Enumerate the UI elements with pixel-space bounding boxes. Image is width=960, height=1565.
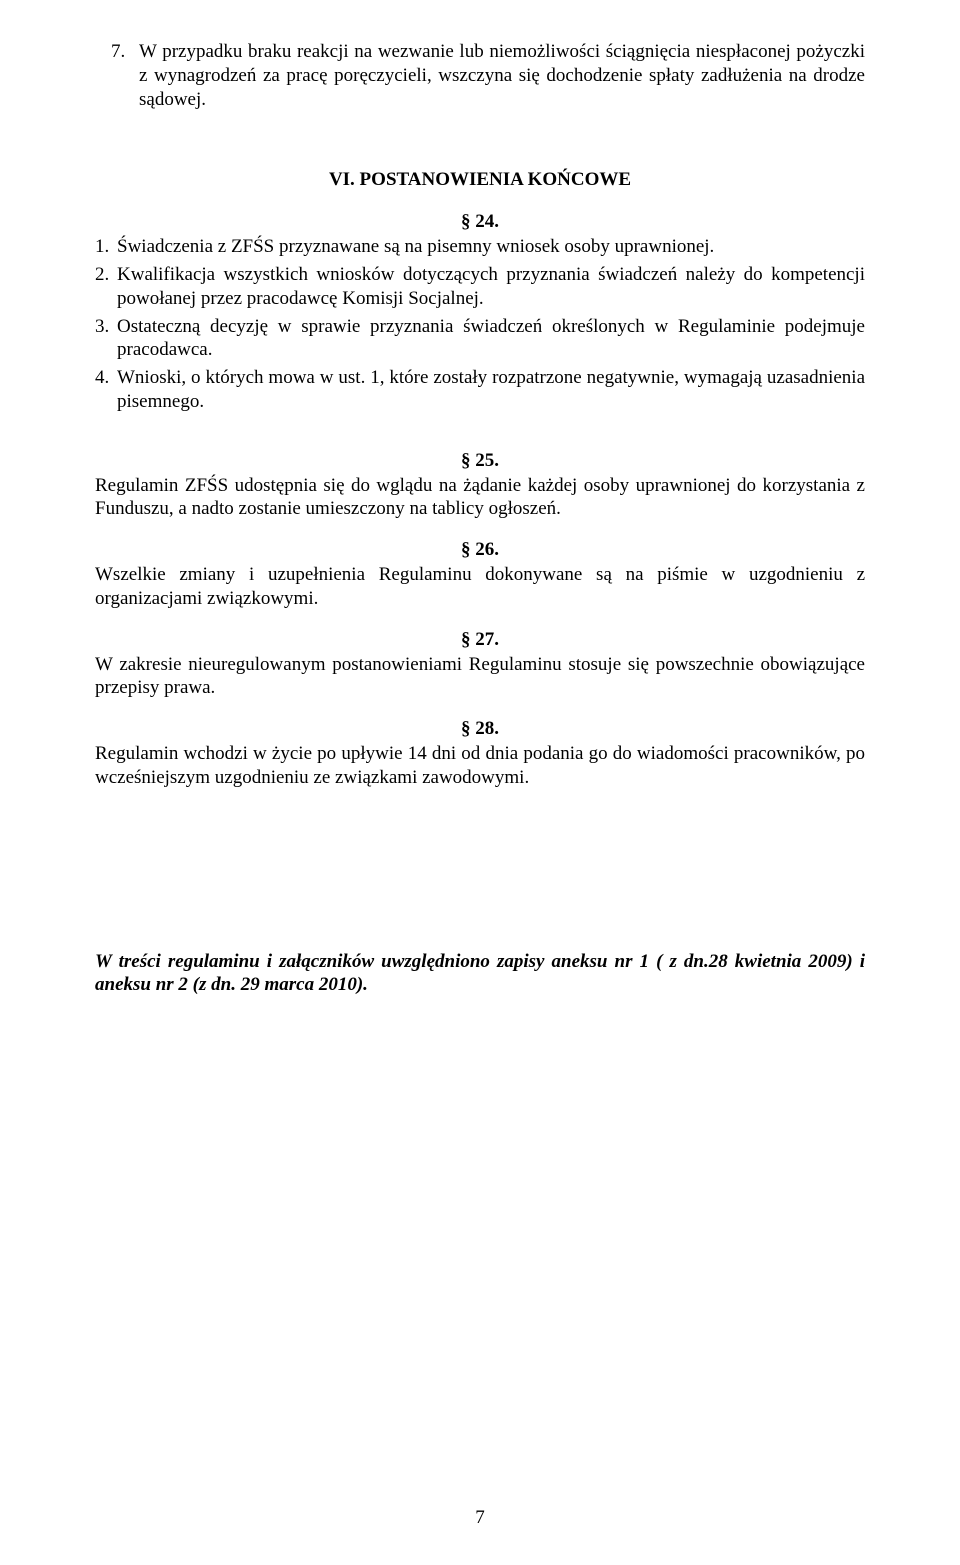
paragraph-25-text: Regulamin ZFŚS udostępnia się do wglądu … [95,474,865,522]
item-text: Ostateczną decyzję w sprawie przyznania … [117,315,865,363]
paragraph-28-text: Regulamin wchodzi w życie po upływie 14 … [95,742,865,790]
p24-item-4: 4. Wnioski, o których mowa w ust. 1, któ… [95,366,865,414]
paragraph-26-number: § 26. [95,539,865,561]
paragraph-25-number: § 25. [95,450,865,472]
annex-note: W treści regulaminu i załączników uwzglę… [95,950,865,998]
item-number: 4. [95,366,117,414]
p24-item-2: 2. Kwalifikacja wszystkich wniosków doty… [95,263,865,311]
item-number: 1. [95,235,117,259]
item-text: W przypadku braku reakcji na wezwanie lu… [139,40,865,111]
item-text: Wnioski, o których mowa w ust. 1, które … [117,366,865,414]
section-6-title: VI. POSTANOWIENIA KOŃCOWE [95,169,865,191]
page-number: 7 [0,1507,960,1529]
paragraph-27-number: § 27. [95,629,865,651]
document-page: 7. W przypadku braku reakcji na wezwanie… [0,0,960,1565]
paragraph-26-text: Wszelkie zmiany i uzupełnienia Regulamin… [95,563,865,611]
p24-item-3: 3. Ostateczną decyzję w sprawie przyznan… [95,315,865,363]
paragraph-28-number: § 28. [95,718,865,740]
item-text: Kwalifikacja wszystkich wniosków dotyczą… [117,263,865,311]
list-item-7: 7. W przypadku braku reakcji na wezwanie… [95,40,865,111]
p24-item-1: 1. Świadczenia z ZFŚS przyznawane są na … [95,235,865,259]
paragraph-27-text: W zakresie nieuregulowanym postanowienia… [95,653,865,701]
paragraph-24-number: § 24. [95,211,865,233]
item-number: 2. [95,263,117,311]
item-number: 7. [95,40,139,111]
item-text: Świadczenia z ZFŚS przyznawane są na pis… [117,235,865,259]
item-number: 3. [95,315,117,363]
